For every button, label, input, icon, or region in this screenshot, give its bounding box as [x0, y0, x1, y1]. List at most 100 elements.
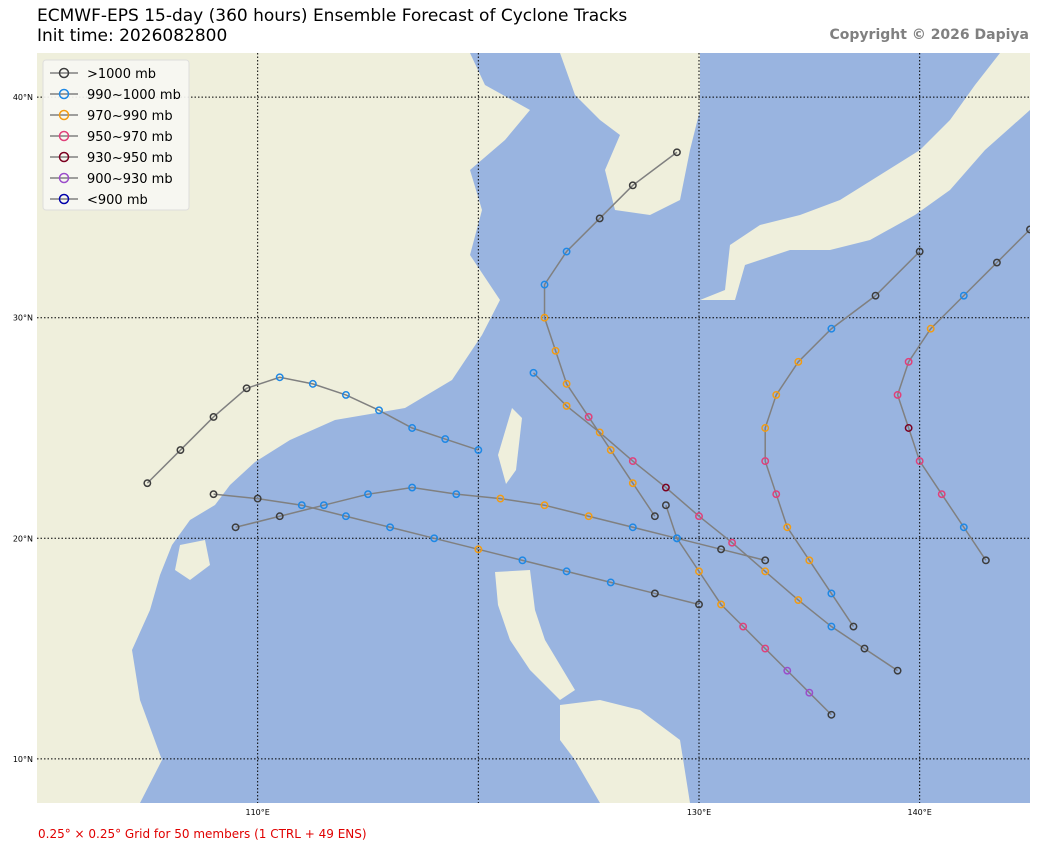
track-point: [275, 373, 284, 382]
track-point: [650, 512, 659, 521]
track-point: [628, 523, 637, 532]
track-point: [761, 424, 770, 432]
track-point: [805, 556, 814, 565]
track-point: [783, 523, 792, 532]
track-point: [761, 457, 770, 466]
legend-label: 900~930 mb: [87, 172, 173, 187]
track-point: [408, 483, 417, 492]
lat-tick-label: 30°N: [13, 314, 33, 323]
track-point: [209, 490, 218, 499]
land-taiwan: [498, 408, 522, 484]
track-point: [1026, 225, 1030, 234]
track-point: [904, 357, 913, 366]
track-point: [364, 490, 372, 499]
track-point: [672, 148, 681, 157]
track-point: [408, 424, 417, 432]
land-asia: [37, 53, 530, 803]
title: ECMWF-EPS 15-day (360 hours) Ensemble Fo…: [37, 6, 628, 26]
land-japan: [700, 53, 1030, 300]
track-point: [518, 556, 527, 565]
track-line: [532, 372, 899, 672]
track-point: [540, 280, 549, 289]
track-point: [176, 446, 185, 455]
legend-label: 950~970 mb: [87, 130, 173, 145]
track-line: [146, 376, 479, 484]
track-point: [209, 413, 218, 421]
track-point: [275, 512, 284, 521]
legend-marker: [58, 67, 70, 79]
track-point: [717, 545, 726, 554]
track-point: [761, 644, 770, 653]
track-point: [794, 357, 803, 366]
legend-box: [42, 59, 190, 211]
legend-marker: [58, 130, 70, 142]
track-point: [430, 534, 439, 543]
track-point: [761, 567, 770, 576]
track-point: [992, 258, 1001, 267]
legend-label: 970~990 mb: [87, 109, 173, 124]
track-line: [896, 228, 1030, 561]
track-point: [772, 390, 781, 399]
init-time: Init time: 2026082800: [37, 26, 228, 46]
track-point: [540, 313, 549, 322]
track-point: [893, 390, 902, 399]
track-point: [584, 512, 593, 521]
copyright: Copyright © 2026 Dapiya: [829, 27, 1029, 43]
track-point: [308, 379, 317, 388]
track-point: [496, 494, 505, 503]
track-point: [783, 666, 792, 675]
footnote: 0.25° × 0.25° Grid for 50 members (1 CTR…: [38, 827, 367, 841]
track-point: [728, 538, 737, 547]
lat-tick-label: 20°N: [13, 534, 33, 543]
track-point: [849, 622, 858, 631]
land-luzon: [495, 570, 575, 700]
track-point: [827, 710, 836, 719]
legend-label: <900 mb: [87, 193, 148, 208]
track-point: [319, 501, 328, 510]
track-point: [628, 181, 637, 190]
track-point: [695, 512, 703, 521]
track-line: [543, 151, 678, 517]
track-point: [981, 556, 990, 565]
land-korea: [560, 53, 700, 215]
track-point: [474, 446, 483, 455]
track-point: [341, 390, 350, 399]
track-point: [253, 494, 262, 503]
legend-label: 930~950 mb: [87, 151, 173, 166]
track-point: [661, 483, 670, 492]
track-point: [452, 490, 461, 499]
track-point: [242, 384, 251, 393]
legend-marker: [58, 109, 70, 121]
legend-label: >1000 mb: [87, 67, 156, 82]
track-point: [915, 247, 924, 256]
track-point: [584, 413, 593, 421]
legend-marker: [58, 151, 70, 163]
track-point: [772, 490, 781, 499]
land-philippines-south: [560, 700, 690, 803]
track-point: [739, 622, 748, 631]
track-point: [650, 589, 659, 598]
track-point: [628, 479, 637, 488]
track-point: [827, 622, 836, 631]
track-point: [562, 379, 571, 388]
track-point: [860, 644, 869, 653]
track-point: [529, 368, 538, 377]
legend-label: 990~1000 mb: [87, 88, 181, 103]
track-point: [441, 435, 450, 443]
track-line: [764, 250, 921, 627]
track-point: [871, 291, 880, 300]
track-point: [606, 578, 615, 587]
track-point: [893, 666, 902, 675]
track-line: [213, 493, 700, 606]
track-point: [761, 556, 770, 565]
track-point: [551, 346, 560, 355]
track-point: [937, 490, 946, 499]
track-point: [595, 428, 604, 437]
track-point: [695, 567, 703, 576]
track-point: [474, 545, 483, 554]
track-point: [143, 479, 152, 488]
legend-marker: [58, 88, 70, 100]
track-point: [717, 600, 726, 609]
track-point: [904, 424, 913, 432]
